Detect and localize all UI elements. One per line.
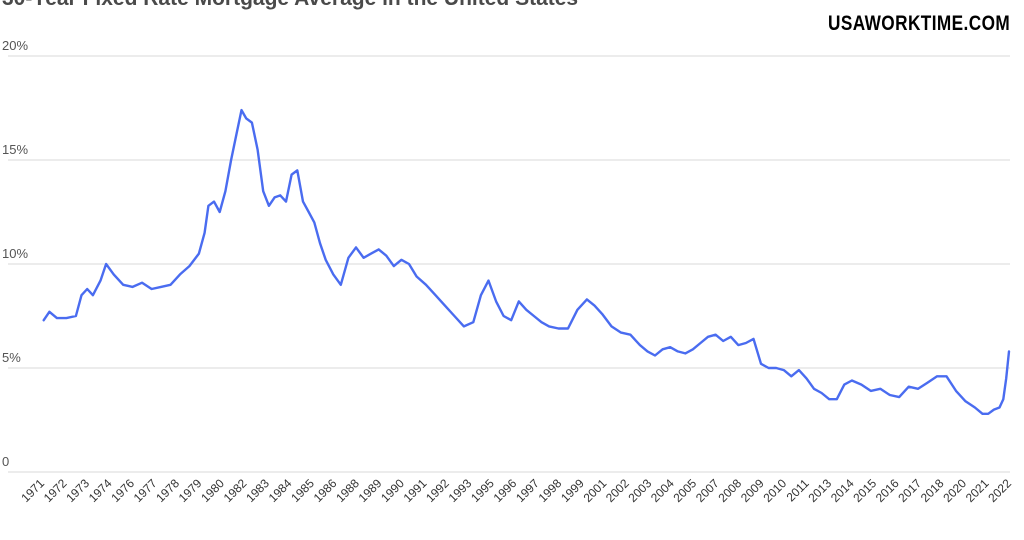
x-axis-ticks: 1971197219731974197619771978197919801982… xyxy=(18,476,1014,505)
x-tick-label: 1980 xyxy=(198,476,227,505)
x-tick-label: 2013 xyxy=(805,476,834,505)
x-tick-label: 2016 xyxy=(873,476,902,505)
y-tick-label: 20% xyxy=(2,38,28,53)
x-tick-label: 2017 xyxy=(895,476,924,505)
x-tick-label: 2001 xyxy=(581,476,610,505)
x-tick-label: 1974 xyxy=(86,476,115,505)
x-tick-label: 2003 xyxy=(626,476,655,505)
y-tick-label: 15% xyxy=(2,142,28,157)
x-tick-label: 1977 xyxy=(131,476,160,505)
x-tick-label: 1992 xyxy=(423,476,452,505)
x-tick-label: 1973 xyxy=(63,476,92,505)
chart-title: 30-Year Fixed Rate Mortgage Average in t… xyxy=(2,0,578,11)
x-tick-label: 1995 xyxy=(468,476,497,505)
watermark-text: USAWORKTIME.COM xyxy=(827,12,1010,35)
x-tick-label: 2008 xyxy=(715,476,744,505)
x-tick-label: 2020 xyxy=(940,476,969,505)
x-tick-label: 1990 xyxy=(378,476,407,505)
x-tick-label: 2009 xyxy=(738,476,767,505)
x-tick-label: 1993 xyxy=(446,476,475,505)
x-tick-label: 2022 xyxy=(985,476,1014,505)
x-tick-label: 1989 xyxy=(356,476,385,505)
x-tick-label: 2004 xyxy=(648,476,677,505)
x-tick-label: 1999 xyxy=(558,476,587,505)
x-tick-label: 2018 xyxy=(918,476,947,505)
y-tick-label: 5% xyxy=(2,350,21,365)
x-tick-label: 1978 xyxy=(153,476,182,505)
x-tick-label: 2007 xyxy=(693,476,722,505)
x-tick-label: 1988 xyxy=(333,476,362,505)
x-tick-label: 1976 xyxy=(108,476,137,505)
x-tick-label: 1984 xyxy=(266,476,295,505)
y-axis-ticks: 0 5% 10% 15% 20% xyxy=(2,38,28,469)
x-tick-label: 1996 xyxy=(491,476,520,505)
x-tick-label: 1986 xyxy=(311,476,340,505)
gridlines xyxy=(8,55,1010,473)
x-tick-label: 1972 xyxy=(41,476,70,505)
x-tick-label: 1982 xyxy=(221,476,250,505)
x-tick-label: 2005 xyxy=(671,476,700,505)
x-tick-label: 2021 xyxy=(963,476,992,505)
y-tick-label: 0 xyxy=(2,454,9,469)
x-tick-label: 1979 xyxy=(176,476,205,505)
series-line xyxy=(42,108,1011,415)
x-tick-label: 2014 xyxy=(828,476,857,505)
x-tick-label: 2002 xyxy=(603,476,632,505)
x-tick-label: 1985 xyxy=(288,476,317,505)
x-tick-label: 1983 xyxy=(243,476,272,505)
x-tick-label: 1971 xyxy=(18,476,47,505)
x-tick-label: 2011 xyxy=(784,476,812,504)
x-tick-label: 2010 xyxy=(760,476,789,505)
x-tick-label: 2015 xyxy=(850,476,879,505)
y-tick-label: 10% xyxy=(2,246,28,261)
x-tick-label: 1998 xyxy=(536,476,565,505)
x-tick-label: 1991 xyxy=(401,476,430,505)
x-tick-label: 1997 xyxy=(513,476,542,505)
